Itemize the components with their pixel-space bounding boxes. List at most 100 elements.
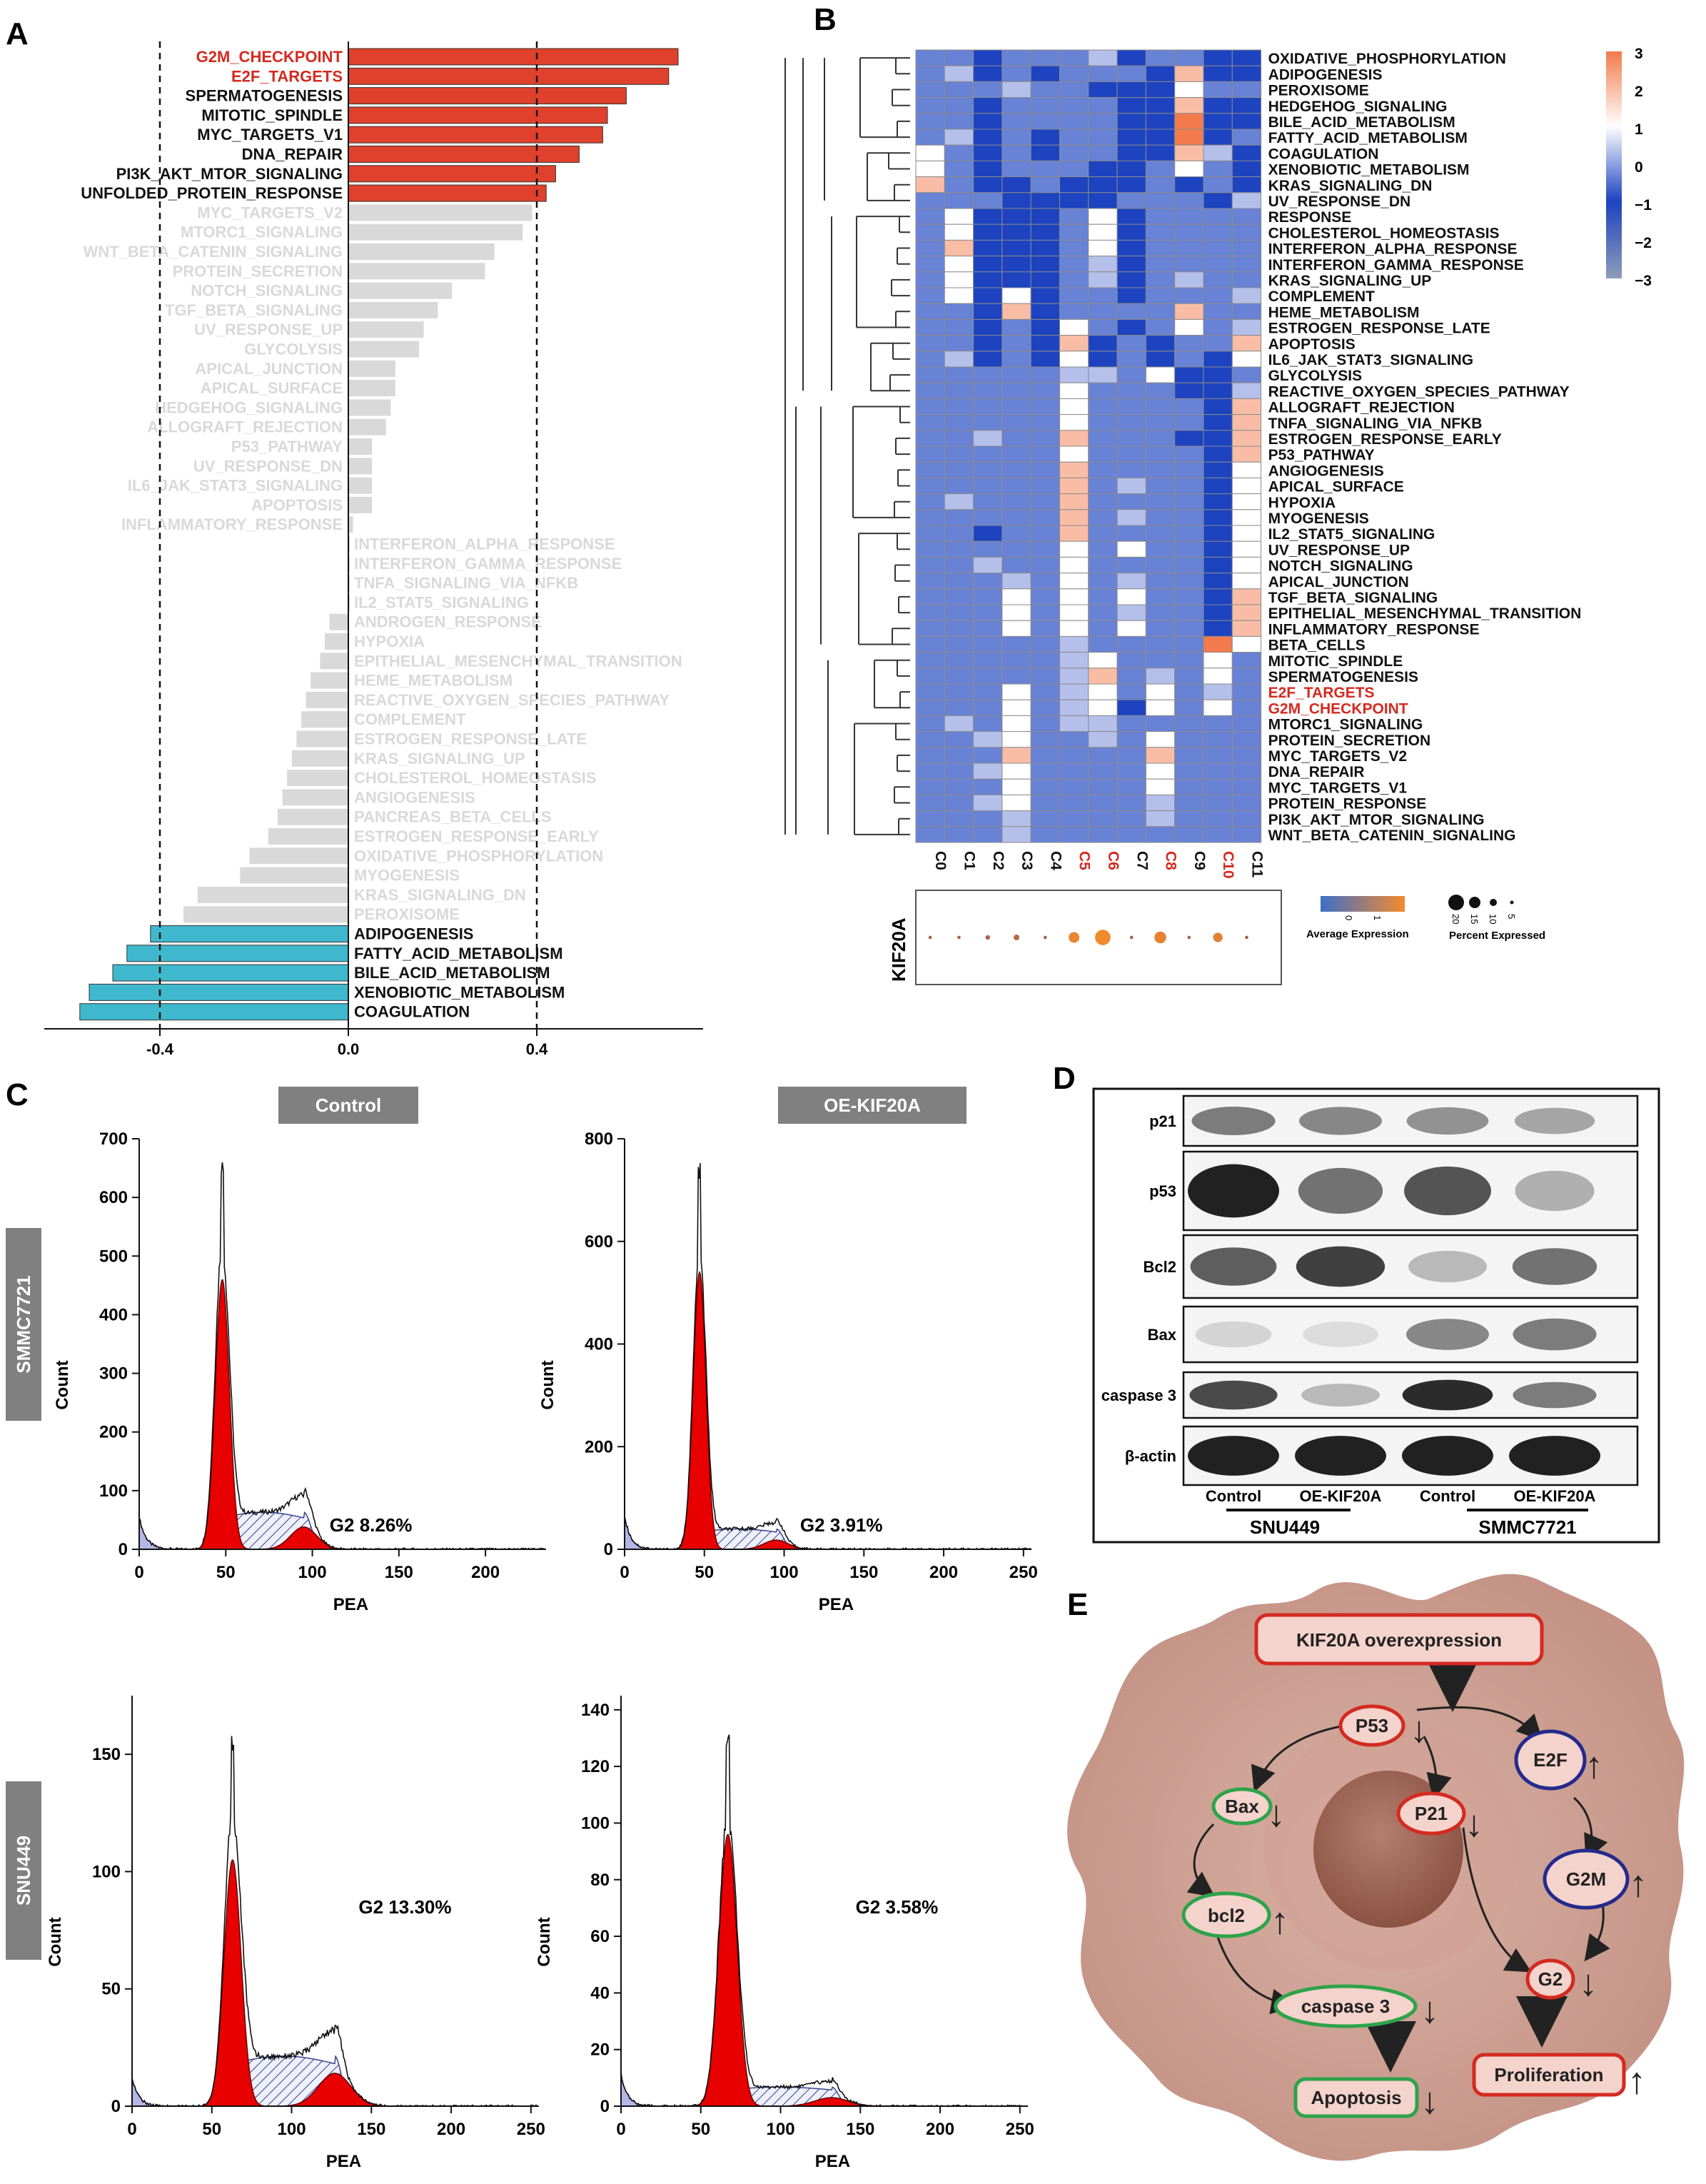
heatmap-cell-r30-c3 xyxy=(1001,525,1031,542)
y-tick-label-2: 100 xyxy=(92,1862,121,1881)
protein-label-actin: β-actin xyxy=(1125,1447,1176,1465)
heatmap-cell-r49-c10 xyxy=(1203,826,1233,843)
g2-percentage-annotation: G2 13.30% xyxy=(358,1896,451,1918)
heatmap-cell-r1-c2 xyxy=(973,65,1003,82)
bar-pi3k-akt-mtor-signaling xyxy=(348,165,556,183)
heatmap-cell-r5-c10 xyxy=(1203,129,1233,146)
western-blot-panel: p21 p53 Bcl2 Bax caspase 3 β-actin Control OE-K… xyxy=(1092,1087,1660,1544)
heatmap-cell-r33-c11 xyxy=(1231,573,1262,590)
heatmap-cell-r5-c7 xyxy=(1116,129,1146,146)
band-caspase-3-lane-0 xyxy=(1189,1380,1278,1410)
x-tick-label-2: 100 xyxy=(767,2120,795,2139)
heatmap-cell-r49-c2 xyxy=(973,826,1003,843)
heatmap-cell-r31-c8 xyxy=(1145,540,1176,558)
heatmap-cell-r1-c11 xyxy=(1231,65,1262,82)
heatmap-cell-r4-c8 xyxy=(1145,113,1176,130)
bar-label-pi3k-akt-mtor-signaling: PI3K_AKT_MTOR_SIGNALING xyxy=(116,165,343,183)
heatmap-cell-r24-c9 xyxy=(1174,430,1204,447)
heatmap-cell-r23-c8 xyxy=(1145,414,1176,431)
y-axis-title: Count xyxy=(538,1360,557,1409)
row-label-snu449: SNU449 xyxy=(13,1836,34,1906)
heatmap-cell-r10-c11 xyxy=(1231,208,1262,225)
heatmap-cell-r24-c7 xyxy=(1116,430,1146,447)
y-tick-label-5: 500 xyxy=(99,1247,128,1266)
heatmap-cell-r37-c10 xyxy=(1203,635,1233,653)
bar-myogenesis xyxy=(240,867,348,884)
heatmap-cell-r31-c7 xyxy=(1116,540,1146,558)
heatmap-col-label-c1: C1 xyxy=(961,851,977,870)
heatmap-cell-r47-c1 xyxy=(944,794,974,812)
heatmap-cell-r26-c11 xyxy=(1231,461,1262,478)
bar-label-estrogen-response-early: ESTROGEN_RESPONSE_EARLY xyxy=(354,827,599,845)
heatmap-col-label-c0: C0 xyxy=(932,851,949,870)
heatmap-cell-r23-c9 xyxy=(1174,414,1204,431)
heatmap-cell-r6-c8 xyxy=(1145,144,1176,161)
heatmap-row-label-e2f-targets: E2F_TARGETS xyxy=(1268,685,1375,701)
bar-mtorc1-signaling xyxy=(348,223,523,241)
heatmap-cell-r46-c10 xyxy=(1203,778,1233,795)
heatmap-cell-r46-c5 xyxy=(1059,778,1089,795)
heatmap-row-label-pi3k-akt-mtor-signaling: PI3K_AKT_MTOR_SIGNALING xyxy=(1268,812,1485,828)
heatmap-cell-r13-c6 xyxy=(1088,256,1118,273)
bar-label-fatty-acid-metabolism: FATTY_ACID_METABOLISM xyxy=(354,945,563,962)
heatmap-row-label-uv-response-up: UV_RESPONSE_UP xyxy=(1268,542,1410,558)
heatmap-cell-r21-c3 xyxy=(1001,382,1031,399)
heatmap-cell-r9-c5 xyxy=(1059,192,1089,209)
heatmap-cell-r11-c7 xyxy=(1116,223,1146,241)
heatmap-cell-r45-c11 xyxy=(1231,763,1262,780)
heatmap-cell-r36-c3 xyxy=(1001,620,1031,637)
heatmap-cell-r3-c10 xyxy=(1203,97,1233,114)
bar-label-cholesterol-homeostasis: CHOLESTEROL_HOMEOSTASIS xyxy=(354,769,596,787)
heatmap-cell-r42-c6 xyxy=(1088,715,1118,733)
heatmap-cell-r16-c10 xyxy=(1203,303,1233,320)
heatmap-cell-r15-c0 xyxy=(915,287,945,304)
heatmap-cell-r15-c9 xyxy=(1174,287,1204,304)
heatmap-cell-r43-c5 xyxy=(1059,731,1089,748)
heatmap-cell-r22-c5 xyxy=(1059,398,1089,416)
heatmap-cell-r10-c1 xyxy=(944,208,974,225)
heatmap-cell-r18-c6 xyxy=(1088,335,1118,352)
heatmap-cell-r47-c6 xyxy=(1088,794,1118,812)
heatmap-cell-r45-c8 xyxy=(1145,763,1176,780)
heatmap-cell-r41-c10 xyxy=(1203,699,1233,716)
heatmap-cell-r39-c11 xyxy=(1231,668,1262,685)
dotplot-gene-label: KIF20A xyxy=(888,917,909,982)
heatmap-cell-r5-c5 xyxy=(1059,129,1089,146)
lane-label-2: Control xyxy=(1420,1487,1475,1505)
heatmap-cell-r47-c7 xyxy=(1116,794,1146,812)
heatmap-cell-r15-c8 xyxy=(1145,287,1176,304)
heatmap-cell-r19-c0 xyxy=(915,351,945,368)
y-axis-title: Count xyxy=(535,1917,554,1966)
heatmap-cell-r9-c7 xyxy=(1116,192,1146,209)
heatmap-cell-r16-c3 xyxy=(1001,303,1031,320)
panel-label-e: E xyxy=(1067,1587,1088,1622)
heatmap-col-label-c3: C3 xyxy=(1019,851,1035,870)
heatmap-cell-r16-c0 xyxy=(915,303,945,320)
heatmap-cell-r17-c3 xyxy=(1001,318,1031,336)
heatmap-cell-r32-c3 xyxy=(1001,556,1031,574)
heatmap-cell-r34-c9 xyxy=(1174,588,1204,605)
heatmap-row-label-dna-repair: DNA_REPAIR xyxy=(1268,764,1365,780)
heatmap-cell-r27-c6 xyxy=(1088,477,1118,495)
x-tick-label-2: 100 xyxy=(770,1563,799,1582)
heatmap-cell-r20-c3 xyxy=(1001,366,1031,383)
heatmap-cell-r28-c7 xyxy=(1116,493,1146,510)
heatmap-cell-r46-c3 xyxy=(1001,778,1031,795)
heatmap-cell-r45-c9 xyxy=(1174,763,1204,780)
band-actin-lane-3 xyxy=(1509,1436,1600,1476)
bar-angiogenesis xyxy=(282,789,348,806)
x-tick-label-4: 200 xyxy=(471,1563,500,1582)
heatmap-cell-r49-c0 xyxy=(915,826,945,843)
heatmap-cell-r0-c11 xyxy=(1231,49,1262,66)
bar-label-estrogen-response-late: ESTROGEN_RESPONSE_LATE xyxy=(354,730,587,748)
heatmap-cell-r24-c4 xyxy=(1030,430,1060,447)
histogram-smmc7721-oe-kif20a: 0 200 400 600 800 0 50 100 150 200 250 PEA Count G2 3… xyxy=(538,1129,1038,1614)
x-tick-label-1: 0.0 xyxy=(338,1040,360,1058)
heatmap-cell-r17-c1 xyxy=(944,318,974,336)
heatmap-cell-r25-c3 xyxy=(1001,446,1031,463)
heatmap-cell-r18-c7 xyxy=(1116,335,1146,352)
y-tick-label-7: 700 xyxy=(99,1129,128,1149)
heatmap-cell-r37-c7 xyxy=(1116,635,1146,653)
heatmap-cell-r34-c4 xyxy=(1030,588,1060,605)
heatmap-row-label-oxidative-phosphorylation: OXIDATIVE_PHOSPHORYLATION xyxy=(1268,51,1506,67)
